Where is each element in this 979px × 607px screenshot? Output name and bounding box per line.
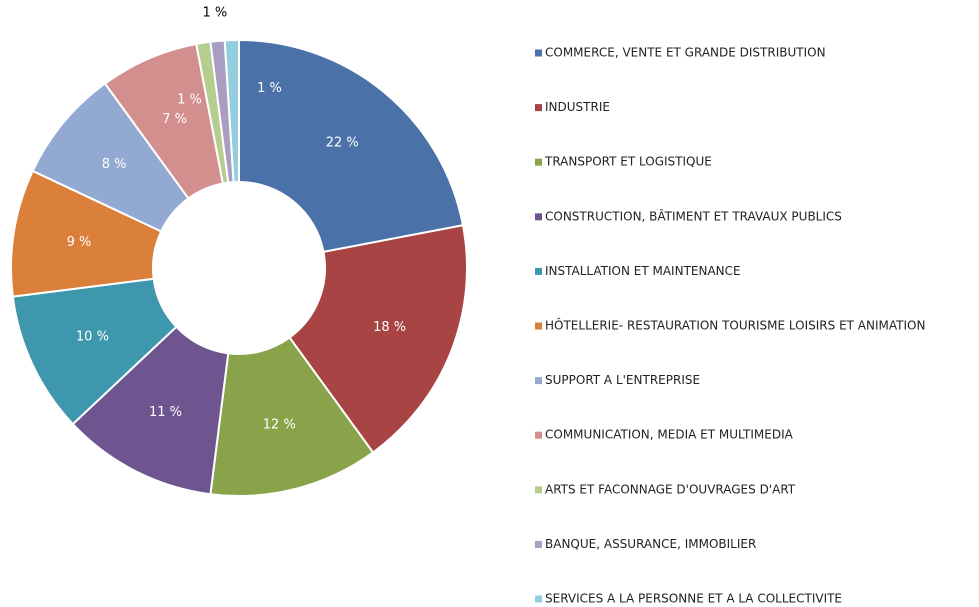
legend-label: TRANSPORT ET LOGISTIQUE: [544, 155, 712, 169]
data-label: 9 %: [67, 235, 92, 250]
donut-segment: [71, 325, 230, 496]
legend-label: SUPPORT A L'ENTREPRISE: [545, 373, 700, 387]
legend-marker: [535, 213, 542, 221]
data-label: 7 %: [162, 112, 187, 127]
data-label: 10 %: [76, 329, 109, 344]
legend-label: ARTS ET FACONNAGE D'OUVRAGES D'ART: [545, 482, 796, 496]
legend-marker: [535, 104, 542, 112]
donut-segment: [288, 224, 468, 454]
legend-label: COMMUNICATION, MEDIA ET MULTIMEDIA: [545, 428, 794, 442]
legend-marker: [535, 267, 542, 275]
data-label: 1 %: [177, 93, 202, 108]
legend-marker: [535, 158, 542, 166]
data-label: 12 %: [263, 417, 296, 432]
legend-label: SERVICES A LA PERSONNE ET A LA COLLECTIV…: [545, 592, 842, 606]
legend-label: HÔTELLERIE- RESTAURATION TOURISME LOISIR…: [545, 318, 925, 333]
legend-marker: [535, 49, 542, 57]
donut-segment: [223, 38, 240, 184]
data-label: 18 %: [373, 320, 406, 335]
legend-marker: [535, 431, 542, 439]
data-label: 1 %: [257, 81, 282, 96]
data-label: 11 %: [149, 405, 182, 420]
donut-segment: [11, 277, 178, 426]
donut-segment: [209, 336, 375, 497]
legend-label: INDUSTRIE: [545, 100, 610, 114]
legend-marker: [535, 377, 542, 385]
legend-marker: [535, 322, 542, 330]
legend-marker: [535, 486, 542, 494]
legend-label: BANQUE, ASSURANCE, IMMOBILIER: [545, 537, 756, 551]
donut-segment: [238, 38, 465, 254]
legend-marker: [535, 540, 542, 548]
legend-label: CONSTRUCTION, BÂTIMENT ET TRAVAUX PUBLIC…: [545, 208, 842, 223]
data-label: 1 %: [203, 6, 228, 21]
legend-marker: [535, 595, 542, 603]
data-label: 8 %: [102, 157, 127, 172]
legend-label: INSTALLATION ET MAINTENANCE: [545, 264, 741, 278]
data-label: 22 %: [326, 136, 359, 151]
legend-label: COMMERCE, VENTE ET GRANDE DISTRIBUTION: [545, 46, 826, 60]
